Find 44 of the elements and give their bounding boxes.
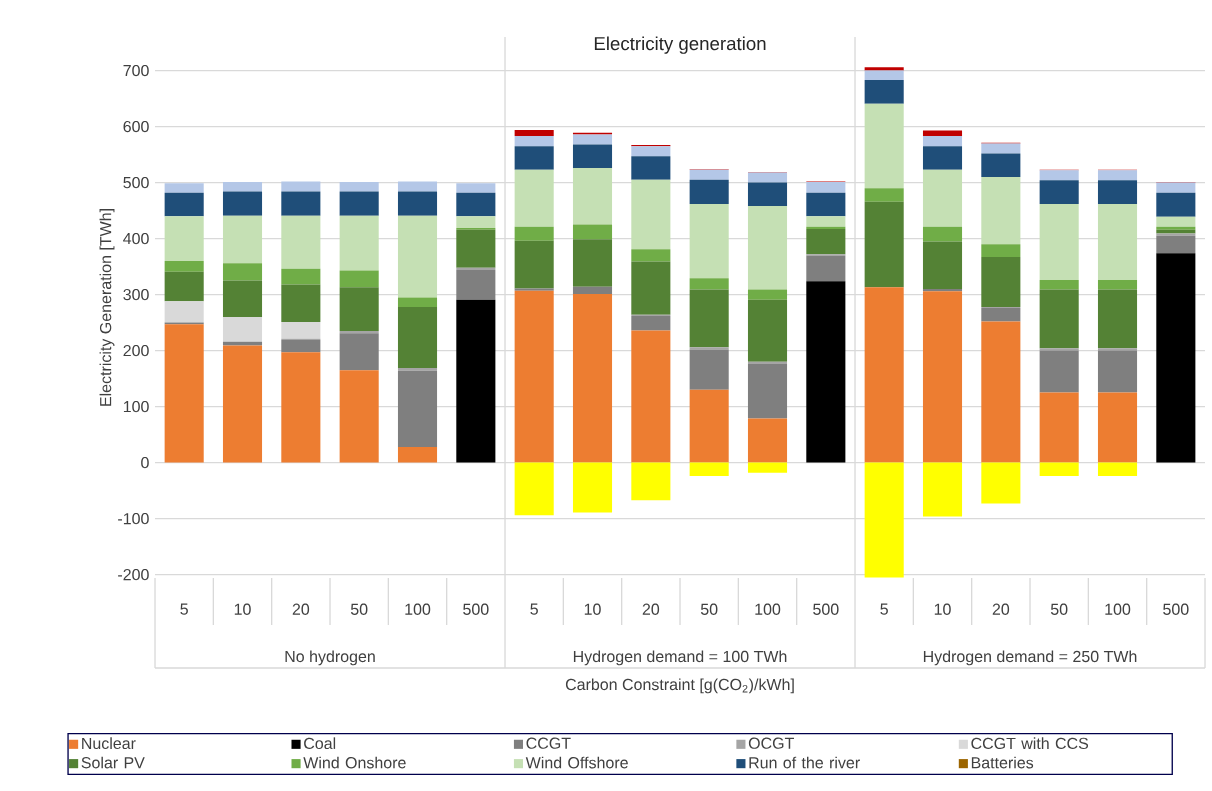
x-tick-label: 5 [180, 603, 188, 615]
x-tick-label: 500 [813, 603, 839, 615]
x-tick-label: 100 [1105, 603, 1131, 615]
y-tick-label: 300 [123, 288, 149, 301]
x-axis-title: Carbon Constraint [g(CO$_{2}$)/kWh] [565, 678, 794, 694]
y-tick-label: 200 [123, 344, 149, 357]
x-tick-label: 50 [1050, 603, 1068, 615]
x-tick-label: 5 [530, 603, 538, 615]
y-tick-label: -100 [118, 512, 149, 525]
y-axis-title: Electricity Generation [TWh] [99, 209, 115, 406]
legend-label: Wind Onshore [303, 756, 406, 769]
x-tick-label: 500 [463, 603, 489, 615]
text: Hydrogen demand = 100 TWh [573, 650, 787, 666]
x-tick-label: 20 [292, 603, 310, 615]
text: Hydrogen demand = 250 TWh [923, 650, 1137, 666]
legend-label: Coal [304, 737, 336, 750]
x-tick-label: 500 [1163, 603, 1189, 615]
x-tick-label: 50 [700, 603, 718, 615]
x-tick-label: 10 [584, 603, 601, 615]
x-tick-label: 10 [234, 603, 251, 615]
y-tick-label: 600 [123, 120, 149, 133]
legend-label: Batteries [971, 756, 1034, 769]
x-tick-label: 100 [405, 603, 431, 615]
x-tick-label: 100 [755, 603, 781, 615]
legend-label: OCGT [748, 737, 794, 749]
legend-label: CCGT with CCS [971, 737, 1089, 750]
chart-title: Electricity generation [594, 36, 766, 54]
x-tick-label: 50 [350, 603, 368, 615]
x-tick-label: 10 [934, 603, 951, 615]
legend-label: Wind Offshore [525, 756, 628, 769]
legend-label: Solar PV [81, 756, 145, 769]
x-tick-label: 20 [642, 603, 660, 615]
text: No hydrogen [285, 650, 375, 666]
y-tick-label: 700 [123, 64, 149, 77]
y-tick-label: 100 [123, 400, 149, 413]
y-tick-label: -200 [118, 568, 149, 581]
legend-label: Run of the river [749, 756, 860, 769]
x-tick-label: 5 [880, 603, 888, 615]
legend-label: Nuclear [82, 737, 136, 750]
x-tick-label: 20 [992, 603, 1010, 615]
y-tick-label: 400 [123, 232, 149, 245]
legend-label: CCGT [526, 737, 571, 749]
y-tick-label: 500 [123, 176, 149, 189]
y-tick-label: 0 [141, 456, 149, 469]
